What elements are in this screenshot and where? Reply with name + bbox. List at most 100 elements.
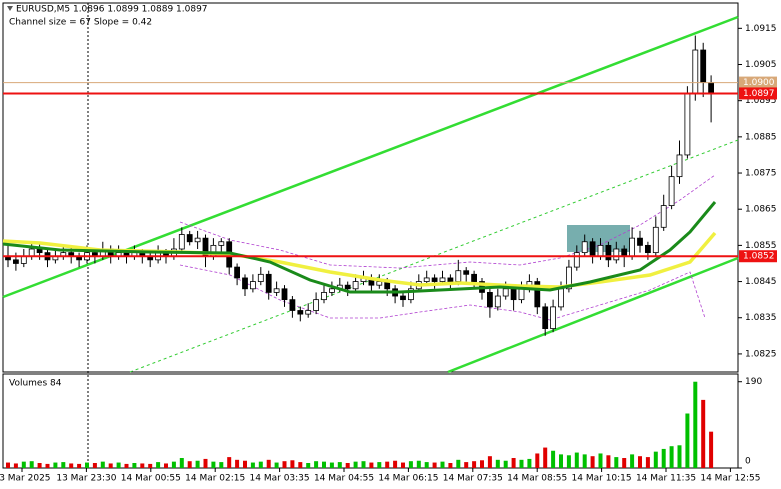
- y-tick-label: 1.0855: [745, 241, 777, 251]
- volume-title: Volumes 84: [9, 379, 62, 389]
- volume-bar: [148, 463, 153, 468]
- volume-bar: [511, 458, 516, 468]
- volume-bar: [614, 457, 619, 468]
- volume-bar: [480, 460, 484, 468]
- volume-bar: [590, 456, 595, 468]
- candle-body: [297, 310, 304, 315]
- volume-bar: [472, 461, 477, 468]
- volume-bar: [250, 462, 255, 468]
- candle-body: [518, 288, 525, 301]
- volume-bar: [638, 456, 642, 468]
- candle-body: [486, 292, 493, 308]
- volume-bar: [456, 459, 461, 468]
- x-tick-label: 14 Mar 02:15: [185, 474, 245, 484]
- volume-bar: [661, 448, 666, 468]
- volume-bar: [574, 452, 579, 468]
- volume-bar: [171, 461, 176, 468]
- volume-bar: [416, 460, 421, 468]
- candle-body: [439, 277, 446, 282]
- candle-body: [660, 205, 667, 228]
- candle-body: [376, 281, 383, 286]
- volume-bar: [314, 461, 319, 468]
- candle-body: [510, 288, 517, 301]
- volume-bar: [630, 454, 635, 468]
- volume-bar: [685, 413, 690, 468]
- volume-bar: [298, 462, 303, 468]
- x-tick-label: 14 Mar 00:55: [121, 474, 181, 484]
- volume-bar: [645, 457, 650, 468]
- candle-body: [637, 237, 643, 246]
- candle-body: [186, 234, 193, 243]
- x-tick-label: 14 Mar 12:55: [700, 474, 760, 484]
- candle-body: [249, 281, 256, 290]
- candle-body: [708, 82, 714, 94]
- volume-bar: [77, 463, 82, 468]
- volume-bar: [85, 462, 89, 468]
- y-tick-label: 1.0915: [745, 24, 777, 34]
- volume-bar: [693, 381, 698, 468]
- volume-bar: [519, 459, 524, 468]
- volume-bar: [566, 455, 571, 468]
- volume-bar: [345, 463, 350, 468]
- volume-bar: [622, 458, 627, 468]
- candle-body: [281, 288, 288, 301]
- price-label-box: [739, 76, 777, 89]
- candle-body: [20, 255, 27, 264]
- candle-body: [447, 277, 454, 282]
- envelope-upper: [179, 174, 716, 269]
- volume-bar: [653, 451, 658, 468]
- candle-body: [423, 277, 430, 282]
- price-label: 1.0900: [743, 78, 775, 88]
- candle-body: [289, 299, 296, 311]
- candle-body: [218, 241, 225, 246]
- volume-bar: [61, 462, 66, 468]
- candle-body: [597, 244, 604, 257]
- volume-bar: [329, 462, 334, 468]
- candle-body: [12, 259, 19, 264]
- candle-body: [676, 154, 683, 178]
- candle-body: [573, 252, 580, 268]
- candle-body: [494, 295, 501, 308]
- y-tick-label: 1.0845: [745, 277, 777, 287]
- candle-body: [305, 310, 312, 315]
- volume-bar: [559, 454, 563, 468]
- x-tick-label: 14 Mar 03:35: [250, 474, 310, 484]
- volume-bar: [290, 460, 295, 468]
- candle-body: [400, 295, 406, 301]
- volume-bar: [195, 460, 200, 468]
- volume-bar: [487, 456, 492, 468]
- fast-ma: [2, 201, 717, 294]
- candle-body: [589, 241, 596, 257]
- volume-tick-label: 0: [745, 457, 751, 467]
- volume-bar: [369, 462, 374, 468]
- candle-body: [194, 237, 201, 243]
- candle-body: [431, 277, 438, 282]
- volume-bar: [701, 399, 706, 468]
- price-label: 1.0852: [743, 252, 775, 262]
- candle-body: [242, 277, 248, 290]
- candle-body: [534, 281, 541, 308]
- volume-bar: [132, 463, 137, 468]
- candle-body: [257, 273, 264, 282]
- x-tick-label: 14 Mar 08:55: [507, 474, 567, 484]
- volume-tick-label: 190: [745, 377, 762, 387]
- x-tick-label: 14 Mar 11:35: [636, 474, 696, 484]
- volume-bar: [187, 461, 192, 468]
- x-tick-label: 13 Mar 2025: [0, 474, 51, 484]
- volume-bar: [377, 462, 382, 468]
- candle-body: [613, 248, 620, 261]
- y-tick-label: 1.0875: [745, 169, 777, 179]
- candle-body: [321, 292, 327, 301]
- y-tick-label: 1.0835: [745, 313, 777, 323]
- volume-bar: [408, 461, 413, 468]
- volume-bar: [385, 461, 390, 468]
- candle-body: [273, 288, 280, 293]
- chart-subtitle: Channel size = 67 Slope = 0.42: [9, 18, 152, 28]
- candle-body: [550, 306, 556, 329]
- volume-bar: [203, 458, 208, 468]
- volume-bar: [140, 463, 145, 468]
- candle-body: [313, 299, 320, 311]
- volume-bar: [21, 461, 26, 468]
- candle-body: [558, 288, 564, 308]
